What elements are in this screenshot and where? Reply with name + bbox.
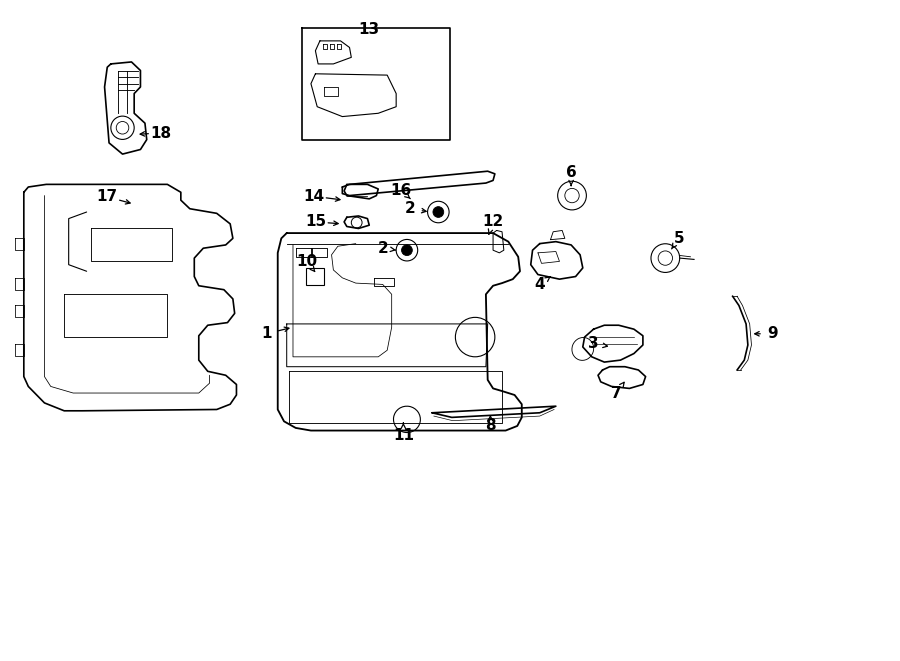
- Text: 1: 1: [261, 327, 271, 341]
- Text: 6: 6: [566, 165, 577, 180]
- Bar: [306, 268, 324, 286]
- Text: 5: 5: [673, 231, 684, 246]
- Text: 12: 12: [482, 214, 504, 229]
- Text: 3: 3: [589, 336, 598, 351]
- Text: 4: 4: [535, 277, 545, 292]
- Text: 2: 2: [404, 201, 415, 216]
- Circle shape: [401, 245, 412, 256]
- Text: 15: 15: [305, 214, 326, 229]
- Text: 2: 2: [377, 241, 388, 256]
- Text: 14: 14: [303, 189, 324, 204]
- Text: 18: 18: [150, 126, 172, 141]
- Text: 13: 13: [359, 22, 380, 36]
- Text: 7: 7: [611, 385, 621, 401]
- Text: 9: 9: [768, 327, 778, 341]
- Text: 17: 17: [96, 190, 118, 204]
- Text: 8: 8: [485, 418, 496, 434]
- Text: 16: 16: [390, 183, 411, 198]
- Text: 10: 10: [296, 254, 317, 269]
- Text: 11: 11: [392, 428, 414, 444]
- Circle shape: [433, 207, 444, 217]
